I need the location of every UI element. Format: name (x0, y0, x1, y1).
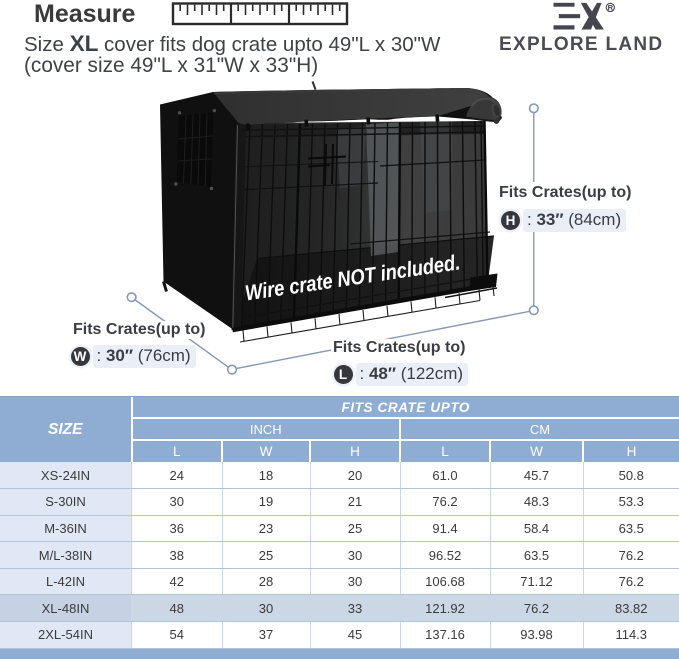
svg-text:R: R (608, 3, 614, 12)
